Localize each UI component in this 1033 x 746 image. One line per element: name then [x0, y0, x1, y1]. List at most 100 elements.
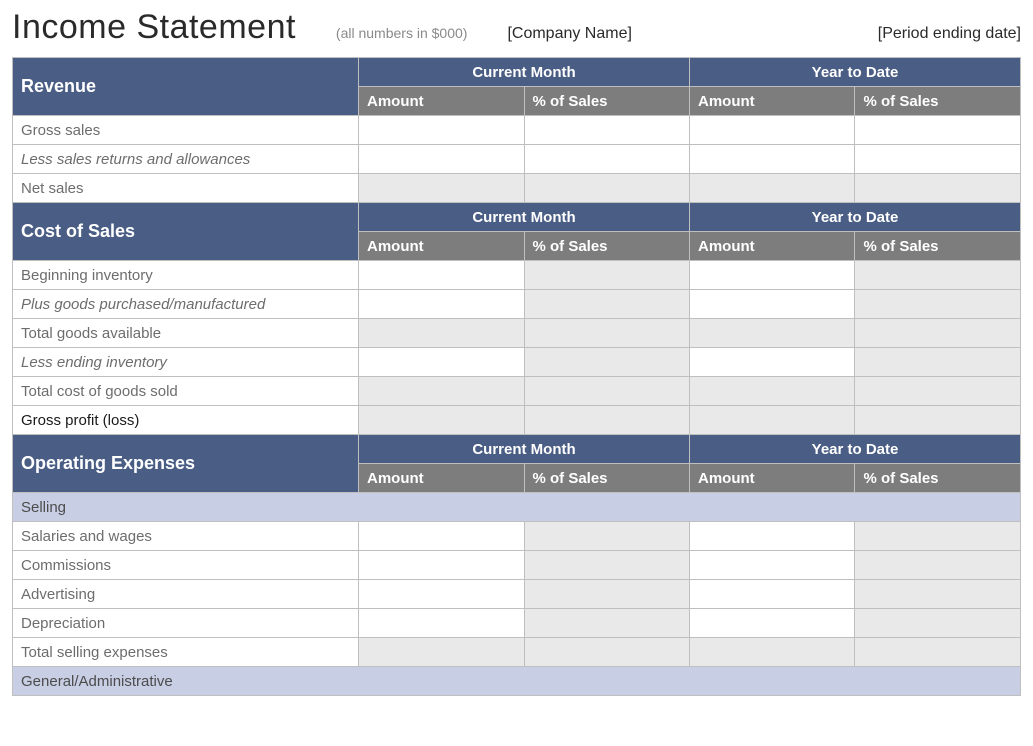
subgroup-label-general-admin: General/Administrative: [13, 667, 1021, 696]
row-salaries: Salaries and wages: [13, 522, 1021, 551]
cell: [690, 174, 855, 203]
cell: [524, 319, 690, 348]
row-total-goods: Total goods available: [13, 319, 1021, 348]
row-begin-inv: Beginning inventory: [13, 261, 1021, 290]
cell[interactable]: [359, 261, 524, 290]
col-amount-cm: Amount: [359, 232, 524, 261]
row-plus-goods: Plus goods purchased/manufactured: [13, 290, 1021, 319]
cell: [359, 406, 524, 435]
subgroup-selling: Selling: [13, 493, 1021, 522]
section-label-cos: Cost of Sales: [13, 203, 359, 261]
label-total-cogs: Total cost of goods sold: [13, 377, 359, 406]
period-current: Current Month: [359, 203, 690, 232]
cell[interactable]: [359, 522, 524, 551]
cell: [690, 406, 855, 435]
cell[interactable]: [690, 261, 855, 290]
cell[interactable]: [690, 145, 855, 174]
cell: [359, 638, 524, 667]
report-header: Income Statement (all numbers in $000) […: [12, 8, 1021, 47]
label-net-sales: Net sales: [13, 174, 359, 203]
section-header-revenue: Revenue Current Month Year to Date: [13, 58, 1021, 87]
period-ytd: Year to Date: [690, 435, 1021, 464]
income-statement-table: Revenue Current Month Year to Date Amoun…: [12, 57, 1021, 696]
cell: [359, 174, 524, 203]
subgroup-general-admin: General/Administrative: [13, 667, 1021, 696]
company-name-field[interactable]: [Company Name]: [507, 25, 632, 43]
label-less-end-inv: Less ending inventory: [13, 348, 359, 377]
section-label-revenue: Revenue: [13, 58, 359, 116]
row-gross-sales: Gross sales: [13, 116, 1021, 145]
cell[interactable]: [690, 580, 855, 609]
col-amount-ytd: Amount: [690, 232, 855, 261]
cell: [855, 290, 1021, 319]
cell: [855, 348, 1021, 377]
cell: [690, 319, 855, 348]
row-net-sales: Net sales: [13, 174, 1021, 203]
cell[interactable]: [359, 290, 524, 319]
cell: [855, 319, 1021, 348]
row-commissions: Commissions: [13, 551, 1021, 580]
col-pct-cm: % of Sales: [524, 232, 690, 261]
row-gross-profit: Gross profit (loss): [13, 406, 1021, 435]
period-ytd: Year to Date: [690, 58, 1021, 87]
label-total-selling: Total selling expenses: [13, 638, 359, 667]
subgroup-label-selling: Selling: [13, 493, 1021, 522]
cell[interactable]: [359, 609, 524, 638]
cell: [855, 551, 1021, 580]
cell: [524, 580, 690, 609]
row-less-returns: Less sales returns and allowances: [13, 145, 1021, 174]
cell: [855, 145, 1021, 174]
cell[interactable]: [690, 348, 855, 377]
cell: [690, 638, 855, 667]
period-current: Current Month: [359, 58, 690, 87]
cell[interactable]: [359, 580, 524, 609]
cell[interactable]: [690, 609, 855, 638]
cell[interactable]: [690, 116, 855, 145]
cell[interactable]: [359, 348, 524, 377]
cell: [359, 319, 524, 348]
row-total-cogs: Total cost of goods sold: [13, 377, 1021, 406]
label-plus-goods: Plus goods purchased/manufactured: [13, 290, 359, 319]
cell[interactable]: [359, 145, 524, 174]
period-ending-field[interactable]: [Period ending date]: [878, 25, 1021, 43]
label-gross-sales: Gross sales: [13, 116, 359, 145]
label-total-goods: Total goods available: [13, 319, 359, 348]
cell: [524, 406, 690, 435]
col-amount-cm: Amount: [359, 464, 524, 493]
cell: [855, 116, 1021, 145]
col-pct-ytd: % of Sales: [855, 87, 1021, 116]
label-less-returns: Less sales returns and allowances: [13, 145, 359, 174]
cell: [855, 261, 1021, 290]
cell[interactable]: [359, 116, 524, 145]
col-pct-cm: % of Sales: [524, 87, 690, 116]
cell[interactable]: [690, 551, 855, 580]
cell: [855, 406, 1021, 435]
cell: [855, 377, 1021, 406]
cell: [524, 116, 690, 145]
cell: [524, 609, 690, 638]
section-header-cos: Cost of Sales Current Month Year to Date: [13, 203, 1021, 232]
row-advertising: Advertising: [13, 580, 1021, 609]
label-commissions: Commissions: [13, 551, 359, 580]
cell: [524, 522, 690, 551]
col-amount-cm: Amount: [359, 87, 524, 116]
section-label-opex: Operating Expenses: [13, 435, 359, 493]
report-title: Income Statement: [12, 8, 296, 47]
col-pct-cm: % of Sales: [524, 464, 690, 493]
col-pct-ytd: % of Sales: [855, 464, 1021, 493]
col-amount-ytd: Amount: [690, 87, 855, 116]
cell[interactable]: [690, 290, 855, 319]
cell: [855, 522, 1021, 551]
cell: [855, 609, 1021, 638]
cell[interactable]: [690, 522, 855, 551]
report-subtitle: (all numbers in $000): [336, 25, 468, 41]
label-gross-profit: Gross profit (loss): [13, 406, 359, 435]
cell: [524, 261, 690, 290]
period-ytd: Year to Date: [690, 203, 1021, 232]
label-salaries: Salaries and wages: [13, 522, 359, 551]
cell: [690, 377, 855, 406]
cell: [855, 174, 1021, 203]
label-begin-inv: Beginning inventory: [13, 261, 359, 290]
cell[interactable]: [359, 551, 524, 580]
cell: [855, 638, 1021, 667]
